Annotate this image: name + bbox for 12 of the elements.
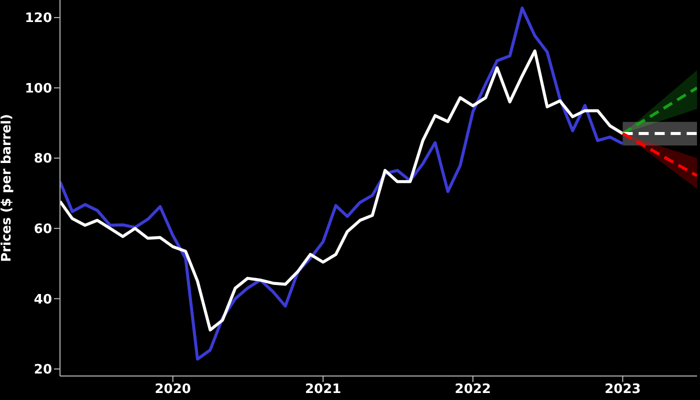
y-tick-label: 60	[34, 222, 52, 238]
x-tick-label: 2021	[304, 382, 342, 398]
y-tick-label: 120	[24, 11, 52, 26]
y-axis-title: Prices ($ per barrel)	[0, 114, 15, 262]
x-tick-label: 2023	[604, 382, 641, 398]
y-tick-label: 20	[34, 362, 52, 378]
y-tick-label: 80	[34, 152, 52, 167]
x-tick-label: 2022	[454, 382, 491, 398]
line-series	[60, 6, 624, 361]
y-tick-label: 40	[34, 292, 52, 308]
x-tick-label: 2020	[154, 382, 191, 398]
y-tick-label: 100	[24, 81, 52, 96]
